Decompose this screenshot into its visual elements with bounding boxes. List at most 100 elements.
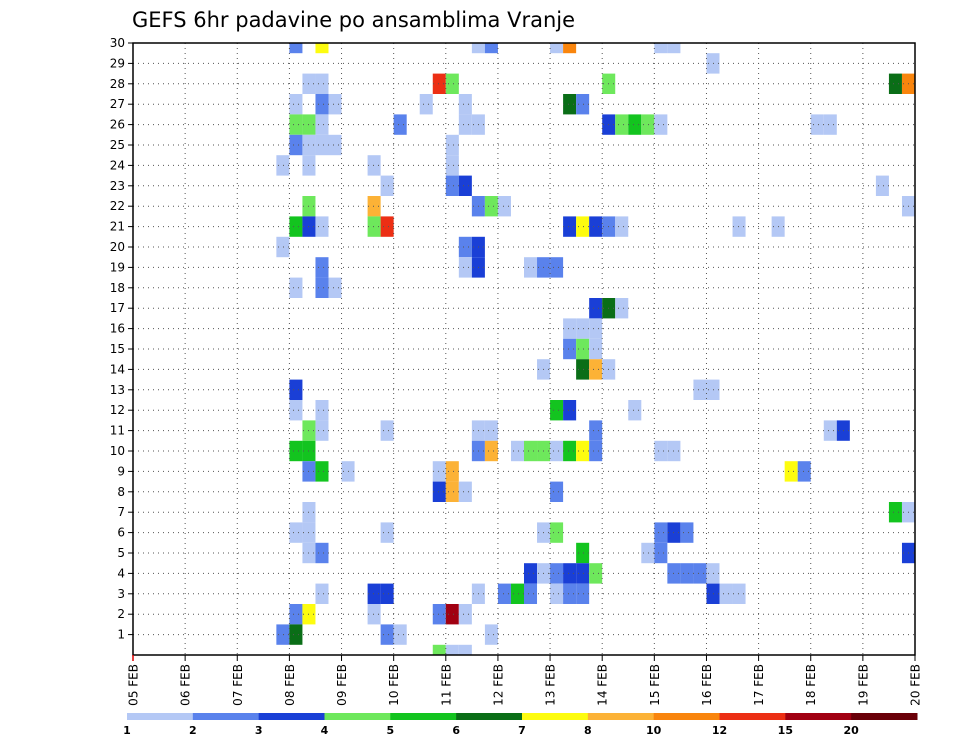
heatmap-cell [445,644,459,655]
heatmap-cell [510,440,524,462]
legend-color-swatch [785,713,852,720]
heatmap-cell [680,563,694,584]
legend-color-swatch [127,713,194,720]
x-tick-label: 17 FEB [752,664,766,706]
heatmap-cell [289,440,303,462]
y-tick-label: 4 [117,566,125,580]
heatmap-cell [563,563,577,584]
heatmap-cell [484,43,498,54]
heatmap-cell [458,481,472,502]
heatmap-cell [550,43,564,54]
heatmap-cell [315,461,329,482]
heatmap-cell [654,440,668,462]
heatmap-cell [589,440,603,462]
heatmap-cell [550,440,564,462]
legend-color-swatch [587,713,655,720]
heatmap-cell [289,216,303,237]
heatmap-cell [797,461,811,482]
y-tick-label: 13 [110,383,125,397]
heatmap-cells [276,43,915,655]
heatmap-cell [810,114,824,135]
heatmap-cell [315,134,329,156]
x-tick-label: 07 FEB [231,664,245,706]
heatmap-cell [589,563,603,584]
heatmap-cell [706,53,720,74]
legend-label: 15 [778,724,793,737]
legend-color-swatch [456,713,523,720]
heatmap-cell [445,481,459,502]
legend-label: 6 [452,724,460,737]
y-tick-label: 27 [110,97,125,111]
legend-label: 2 [189,724,197,737]
legend-label: 12 [712,724,727,737]
legend-label: 7 [518,724,526,737]
heatmap-cell [289,379,303,400]
y-axis-ticks: 1234567891011121314151617181920212223242… [110,36,133,642]
y-tick-label: 17 [110,301,125,315]
y-tick-label: 14 [110,362,125,376]
heatmap-cell [706,563,720,584]
heatmap-cell [315,400,329,421]
heatmap-cell [654,522,668,543]
heatmap-cell [563,338,577,360]
heatmap-cell [380,420,394,441]
heatmap-cell [719,583,733,604]
heatmap-cell [393,114,407,135]
heatmap-cell [524,583,538,604]
heatmap-cell [667,43,681,54]
heatmap-cell [380,583,394,604]
heatmap-cell [315,94,329,115]
heatmap-cell [589,338,603,360]
x-tick-label: 16 FEB [700,664,714,706]
y-tick-label: 16 [110,322,125,336]
y-tick-label: 12 [110,403,125,417]
y-tick-label: 5 [117,546,125,560]
heatmap-cell [563,43,577,54]
heatmap-cell [458,175,472,196]
heatmap-cell [393,624,407,645]
x-tick-label: 15 FEB [648,664,662,706]
heatmap-cell [367,216,381,237]
x-axis-ticks: 05 FEB 06 FEB 07 FEB 08 FEB 09 FEB 10 FEB 11 F… [127,655,923,706]
y-tick-label: 10 [110,444,125,458]
heatmap-cell [367,196,381,217]
legend-color-swatch [258,713,325,720]
heatmap-cell [289,604,303,625]
heatmap-cell [563,583,577,604]
heatmap-cell [458,94,472,115]
y-tick-label: 3 [117,587,125,601]
heatmap-cell [888,502,902,523]
y-tick-label: 29 [110,56,125,70]
heatmap-cell [432,73,446,94]
heatmap-cell [550,583,564,604]
heatmap-cell [419,94,433,115]
x-tick-label: 08 FEB [283,664,297,706]
heatmap-cell [289,43,303,54]
heatmap-cell [563,216,577,237]
heatmap-cell [550,400,564,421]
heatmap-cell [289,522,303,543]
heatmap-cell [888,73,902,94]
heatmap-cell [367,155,381,176]
heatmap-cell [432,644,446,655]
heatmap-cell [315,73,329,94]
heatmap-cell [289,114,303,135]
legend-color-swatch [653,713,720,720]
heatmap-cell [654,542,668,564]
heatmap-cell [315,114,329,135]
y-tick-label: 22 [110,199,125,213]
heatmap-cell [315,583,329,604]
legend-color-swatch [522,713,589,720]
heatmap-cell [563,440,577,462]
x-tick-label: 06 FEB [179,664,193,706]
heatmap-cell [615,298,629,319]
chart-title: GEFS 6hr padavine po ansamblima Vranje [132,8,575,32]
heatmap-cell [784,461,798,482]
heatmap-cell [289,94,303,115]
x-tick-label: 05 FEB [127,664,141,706]
heatmap-cell [576,216,590,237]
heatmap-cell [276,624,290,645]
heatmap-cell [315,257,329,278]
heatmap-cell [445,73,459,94]
